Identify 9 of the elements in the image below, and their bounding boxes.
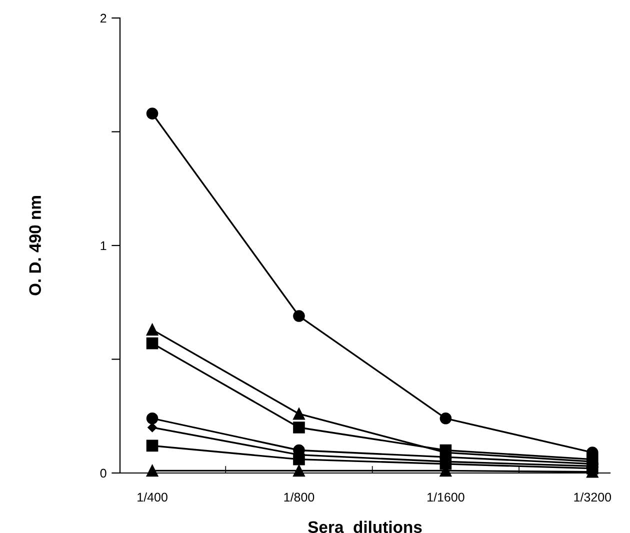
y-tick-label: 0 [100, 468, 106, 478]
x-tick-label: 1/800 [284, 492, 314, 502]
x-tick-label: 1/1600 [428, 492, 464, 502]
x-axis-title: Sera dilutions [308, 520, 422, 533]
y-axis-title: O. D. 490 nm [29, 196, 42, 296]
x-tick-label: 1/400 [138, 492, 168, 502]
y-tick-label: 2 [100, 14, 106, 23]
y-tick-label: 1 [100, 241, 106, 250]
x-tick-label: 1/3200 [574, 492, 612, 502]
